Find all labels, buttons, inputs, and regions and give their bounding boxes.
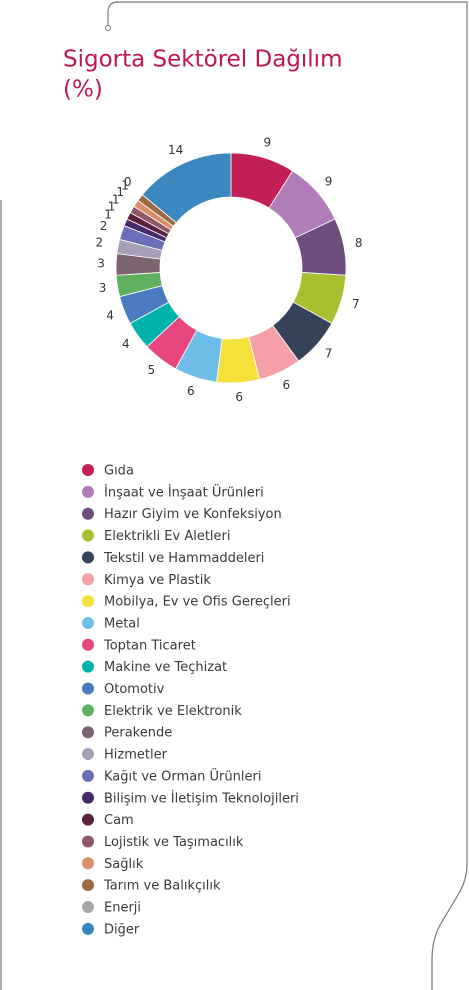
legend-swatch (82, 464, 94, 476)
legend-label: Diğer (104, 922, 140, 937)
legend-label: Cam (104, 813, 134, 828)
data-label: 8 (355, 236, 363, 250)
data-label: 1 (104, 207, 112, 221)
legend-swatch (82, 595, 94, 608)
data-label: 6 (283, 378, 291, 392)
data-label: 9 (263, 136, 271, 150)
legend-label: Lojistik ve Taşımacılık (104, 835, 244, 850)
data-label: 3 (99, 281, 107, 295)
legend-swatch (82, 879, 94, 892)
legend-swatch (82, 857, 94, 870)
legend-swatch (82, 748, 94, 761)
legend-label: Bilişim ve İletişim Teknolojileri (104, 790, 299, 806)
legend-label: Hazır Giyim ve Konfeksiyon (104, 507, 282, 522)
legend-swatch (82, 901, 94, 913)
legend-swatch (82, 726, 94, 739)
data-label: 4 (106, 308, 114, 322)
legend-swatch (82, 660, 94, 673)
data-label: 1 (121, 178, 129, 192)
data-label: 1 (112, 192, 120, 206)
legend-swatch (82, 813, 94, 826)
legend-swatch (82, 551, 94, 564)
legend-label: Enerji (104, 901, 141, 916)
data-label: 1 (116, 185, 124, 199)
legend-swatch (82, 769, 94, 782)
legend-swatch (82, 638, 94, 651)
legend-swatch (82, 835, 94, 848)
legend-label: Tarım ve Balıkçılık (103, 879, 221, 894)
data-label: 7 (352, 297, 360, 311)
card-border (107, 1, 468, 990)
data-label: 4 (122, 337, 130, 351)
legend-label: Sağlık (104, 857, 144, 872)
legend-label: İnşaat ve İnşaat Ürünleri (104, 483, 264, 500)
data-label: 6 (187, 384, 195, 398)
legend-swatch (82, 682, 94, 695)
legend-label: Toptan Ticaret (103, 638, 196, 653)
legend-swatch (82, 922, 94, 935)
legend-swatch (82, 507, 94, 520)
data-label: 5 (148, 363, 156, 377)
data-label: 6 (235, 390, 243, 404)
legend-label: Makine ve Teçhizat (104, 660, 227, 675)
legend-label: Metal (104, 616, 140, 631)
data-label: 1 (108, 200, 116, 214)
chart-title: Sigorta Sektörel Dağılım (63, 47, 342, 73)
legend-label: Mobilya, Ev ve Ofis Gereçleri (104, 595, 291, 610)
legend-label: Perakende (104, 726, 172, 741)
donut-slice (141, 152, 232, 224)
legend-label: Otomotiv (104, 682, 165, 697)
legend-swatch (82, 704, 94, 717)
chart-subtitle: (%) (63, 77, 103, 103)
legend-label: Kimya ve Plastik (104, 573, 211, 588)
border-dot (105, 25, 111, 31)
legend-label: Hizmetler (104, 748, 168, 763)
legend-label: Tekstil ve Hammaddeleri (103, 551, 264, 566)
legend-swatch (82, 616, 94, 629)
legend-label: Kağıt ve Orman Ürünleri (104, 767, 261, 784)
data-label: 7 (325, 346, 333, 360)
legend-swatch (82, 529, 94, 542)
legend-swatch (82, 791, 94, 804)
legend-label: Elektrikli Ev Aletleri (104, 529, 231, 544)
data-label: 2 (100, 219, 108, 233)
legend-label: Gıda (104, 464, 134, 479)
legend-label: Elektrik ve Elektronik (104, 704, 242, 719)
data-label: 2 (96, 235, 104, 249)
data-label: 14 (168, 143, 183, 157)
data-label: 9 (325, 175, 333, 189)
data-label: 0 (124, 175, 132, 189)
data-label: 3 (97, 256, 105, 270)
legend-swatch (82, 485, 94, 498)
legend-swatch (82, 573, 94, 586)
